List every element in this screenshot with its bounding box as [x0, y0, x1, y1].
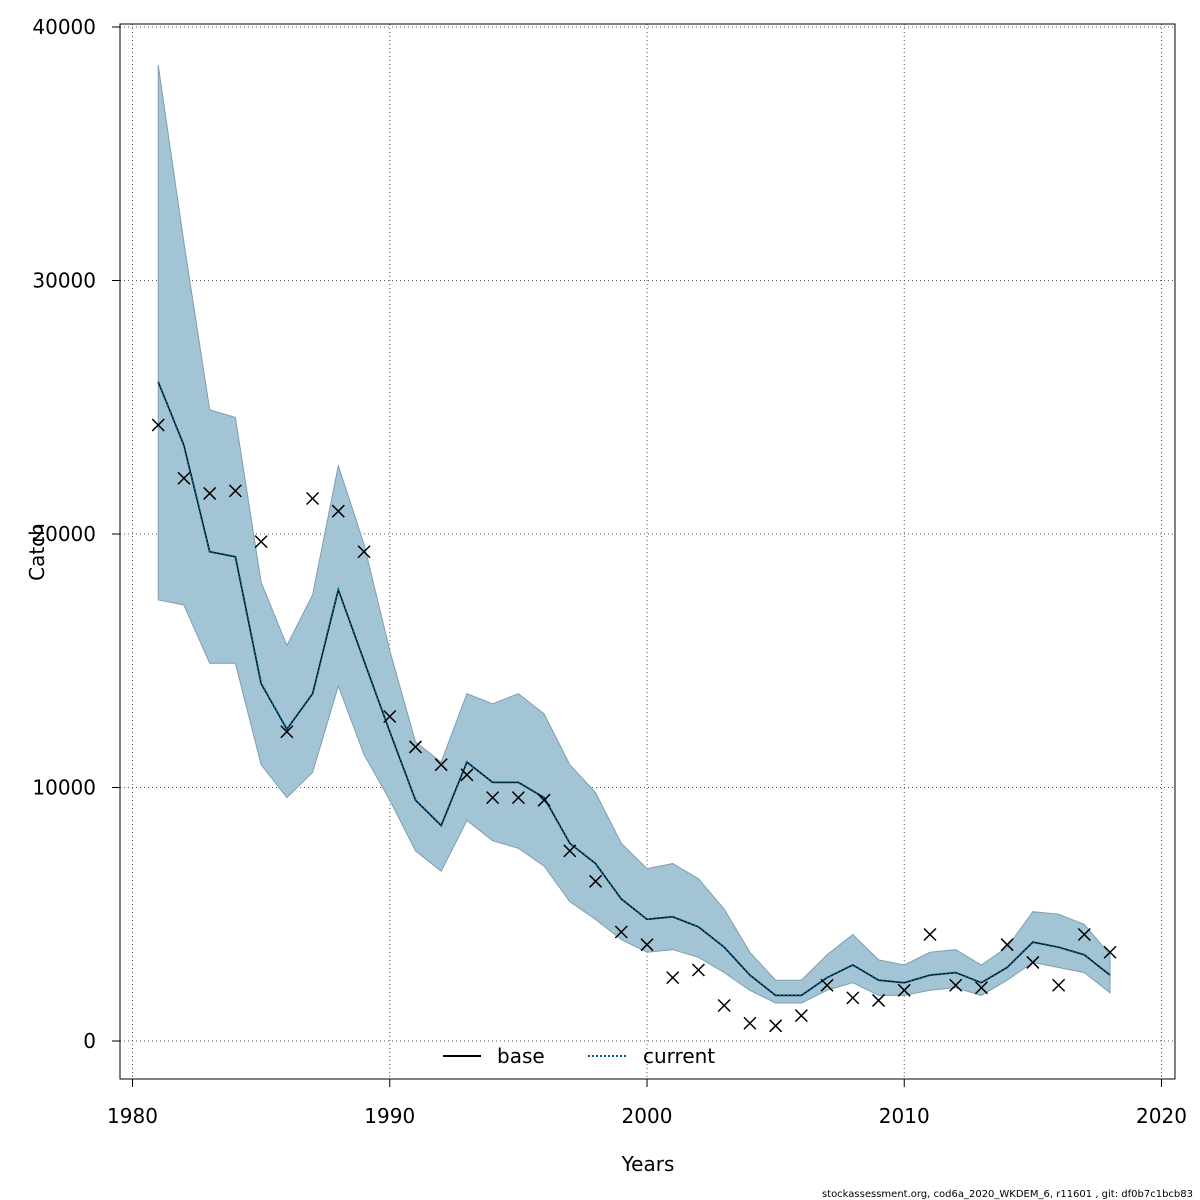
series-line-base [157, 381, 1111, 997]
observation-point-1989 [357, 545, 371, 559]
observation-point-2003 [717, 998, 731, 1013]
observation-stroke-b [383, 709, 397, 724]
observation-stroke-b [151, 418, 165, 432]
observation-stroke-b [537, 793, 551, 807]
y-tick-label-10000: 10000 [32, 776, 96, 800]
observation-stroke-b [357, 545, 371, 559]
observation-stroke-b [203, 486, 217, 500]
observation-stroke-b [228, 484, 242, 498]
observation-point-2017 [1077, 927, 1091, 942]
observation-point-1994 [486, 791, 500, 805]
observation-stroke-b [666, 971, 680, 985]
y-axis-title: Catch [25, 523, 49, 581]
observation-point-1982 [177, 471, 191, 485]
observation-point-2018 [1103, 945, 1117, 959]
observation-point-1998 [589, 874, 603, 888]
observation-point-2001 [666, 971, 680, 985]
observation-markers [151, 418, 1117, 1033]
observation-stroke-b [846, 991, 860, 1005]
observation-stroke-b [511, 791, 525, 805]
observation-point-1999 [614, 925, 628, 939]
observation-stroke-b [820, 978, 834, 992]
observation-point-2014 [1000, 938, 1014, 952]
observation-point-2008 [846, 991, 860, 1005]
observation-stroke-b [331, 504, 345, 518]
observation-stroke-b [486, 791, 500, 805]
observation-point-1987 [306, 491, 320, 506]
observation-stroke-b [614, 925, 628, 939]
observation-stroke-b [871, 993, 886, 1007]
observation-point-2009 [871, 993, 886, 1007]
observation-point-1996 [537, 793, 551, 807]
observation-point-1981 [151, 418, 165, 432]
observation-stroke-b [460, 768, 474, 782]
observation-stroke-b [1052, 978, 1066, 992]
legend: base current [443, 1044, 715, 1068]
observation-point-1995 [511, 791, 525, 805]
observation-point-2004 [743, 1016, 757, 1030]
observation-stroke-b [254, 535, 268, 549]
observation-point-1984 [228, 484, 242, 498]
observation-point-2007 [820, 978, 834, 992]
observation-point-2013 [974, 981, 988, 995]
y-tick-label-20000: 20000 [32, 522, 96, 546]
observation-point-2005 [769, 1019, 783, 1033]
x-tick-label-1980: 1980 [107, 1104, 158, 1128]
observation-point-2016 [1052, 978, 1066, 992]
observation-stroke-b [769, 1019, 783, 1033]
observation-stroke-b [974, 981, 988, 995]
observation-stroke-b [1103, 945, 1117, 959]
legend-base-label: base [497, 1044, 545, 1068]
observation-point-1991 [408, 740, 423, 754]
observation-point-1992 [434, 758, 448, 772]
observation-point-1997 [563, 844, 577, 858]
axes: 1980 1990 2000 2010 2020 0 10000 20000 30000 4000… [32, 15, 1187, 1128]
observation-stroke-b [1000, 938, 1014, 952]
legend-current-label: current [643, 1044, 715, 1068]
observation-point-2015 [1026, 955, 1040, 969]
observation-point-2002 [691, 963, 705, 977]
observation-point-1983 [203, 486, 217, 500]
observation-stroke-b [949, 978, 963, 992]
observation-stroke-b [640, 938, 654, 952]
y-tick-label-40000: 40000 [32, 15, 96, 39]
credit-text: stockassessment.org, cod6a_2020_WKDEM_6,… [822, 1189, 1193, 1200]
x-tick-label-2000: 2000 [622, 1104, 673, 1128]
series-lines [157, 381, 1111, 997]
observation-point-2000 [640, 938, 654, 952]
confidence-band [157, 64, 1111, 1004]
observation-point-2010 [897, 983, 911, 997]
y-tick-label-0: 0 [83, 1029, 96, 1053]
observation-stroke-b [589, 874, 603, 888]
observation-stroke-b [280, 725, 294, 739]
observation-stroke-b [563, 844, 577, 858]
x-tick-label-2020: 2020 [1136, 1104, 1187, 1128]
observation-stroke-b [434, 758, 448, 772]
observation-point-2006 [794, 1009, 808, 1023]
observation-stroke-b [1077, 927, 1091, 942]
observation-stroke-b [743, 1016, 757, 1030]
observation-point-1990 [383, 709, 397, 724]
observation-point-2011 [923, 927, 937, 942]
observation-stroke-b [691, 963, 705, 977]
observation-stroke-b [717, 998, 731, 1013]
observation-stroke-b [794, 1009, 808, 1023]
observation-stroke-b [306, 491, 320, 506]
observation-point-1988 [331, 504, 345, 518]
observation-stroke-b [408, 740, 423, 754]
observation-stroke-b [923, 927, 937, 942]
observation-stroke-b [897, 983, 911, 997]
x-tick-label-1990: 1990 [364, 1104, 415, 1128]
observation-stroke-b [177, 471, 191, 485]
x-tick-label-2010: 2010 [879, 1104, 930, 1128]
observation-point-1986 [280, 725, 294, 739]
x-axis-title: Years [621, 1152, 675, 1176]
observation-stroke-b [1026, 955, 1040, 969]
observation-point-1993 [460, 768, 474, 782]
observation-point-1985 [254, 535, 268, 549]
observation-point-2012 [949, 978, 963, 992]
y-tick-label-30000: 30000 [32, 269, 96, 293]
